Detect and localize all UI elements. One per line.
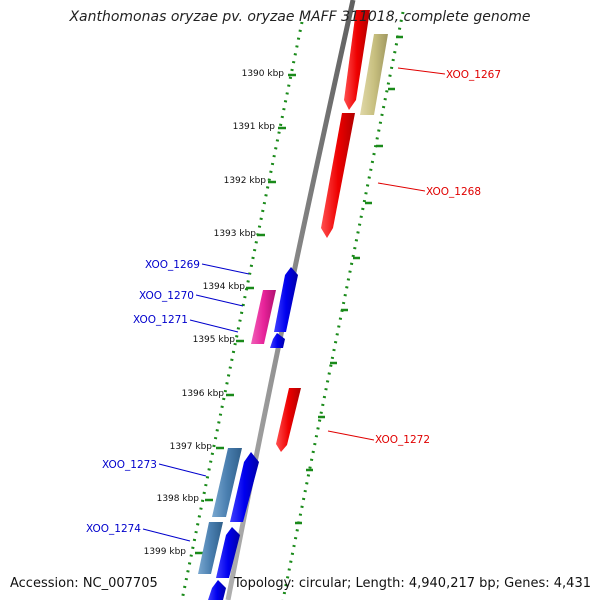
accession-text: Accession: NC_007705 <box>10 576 158 591</box>
inner-ring-ticks <box>195 73 296 555</box>
tick-label: 1395 kbp <box>193 335 236 345</box>
genome-summary-text: Topology: circular; Length: 4,940,217 bp… <box>233 576 591 591</box>
tick-label: 1392 kbp <box>224 176 267 186</box>
gene-label-xoo-1272[interactable]: XOO_1272 <box>375 434 430 446</box>
gene-label-xoo-1267[interactable]: XOO_1267 <box>446 69 501 81</box>
gene-label-xoo-1274[interactable]: XOO_1274 <box>86 523 141 535</box>
gene-feature-xoo-1273[interactable] <box>212 448 242 517</box>
gene-label-xoo-1268[interactable]: XOO_1268 <box>426 186 481 198</box>
tick-labels: 1390 kbp 1391 kbp 1392 kbp 1393 kbp 1394… <box>144 69 285 557</box>
gene-feature-xoo-1271[interactable] <box>270 333 285 348</box>
gene-feature-xoo-1269[interactable] <box>274 267 298 332</box>
tick-label: 1391 kbp <box>233 122 276 132</box>
outer-ring <box>281 11 405 601</box>
tick-label: 1397 kbp <box>170 442 213 452</box>
gene-feature-xoo-1274[interactable] <box>198 522 223 574</box>
gene-features <box>198 10 388 600</box>
tick-label: 1390 kbp <box>242 69 285 79</box>
outer-ring-ticks <box>295 35 403 525</box>
leader-line <box>189 319 239 333</box>
tick-label: 1394 kbp <box>203 282 246 292</box>
gene-labels: XOO_1267 XOO_1268 XOO_1269 XOO_1270 XOO_… <box>86 69 501 535</box>
leader-line <box>142 528 191 542</box>
gene-feature-xoo-1272[interactable] <box>276 388 301 452</box>
genome-title: Xanthomonas oryzae pv. oryzae MAFF 31101… <box>69 9 531 25</box>
gene-feature-blue-2[interactable] <box>216 527 240 578</box>
gene-label-xoo-1271[interactable]: XOO_1271 <box>133 314 188 326</box>
gene-label-xoo-1273[interactable]: XOO_1273 <box>102 459 157 471</box>
gene-feature-blue-1[interactable] <box>230 452 259 522</box>
gene-feature-xoo-1267[interactable] <box>344 10 370 110</box>
leader-line <box>377 182 426 192</box>
gene-feature-xoo-1270[interactable] <box>251 290 276 344</box>
gene-feature-blue-3[interactable] <box>208 580 226 600</box>
gene-label-xoo-1269[interactable]: XOO_1269 <box>145 259 200 271</box>
gene-feature-khaki[interactable] <box>360 34 388 115</box>
leader-line <box>201 263 250 275</box>
leader-line <box>327 430 375 441</box>
gene-label-leaders <box>142 67 446 542</box>
gene-feature-xoo-1268[interactable] <box>321 113 355 238</box>
leader-line <box>195 294 244 307</box>
tick-label: 1393 kbp <box>214 229 257 239</box>
gene-label-xoo-1270[interactable]: XOO_1270 <box>139 290 194 302</box>
leader-line <box>158 463 207 477</box>
tick-label: 1398 kbp <box>157 494 200 504</box>
tick-label: 1396 kbp <box>182 389 225 399</box>
tick-label: 1399 kbp <box>144 547 187 557</box>
leader-line <box>397 67 446 75</box>
